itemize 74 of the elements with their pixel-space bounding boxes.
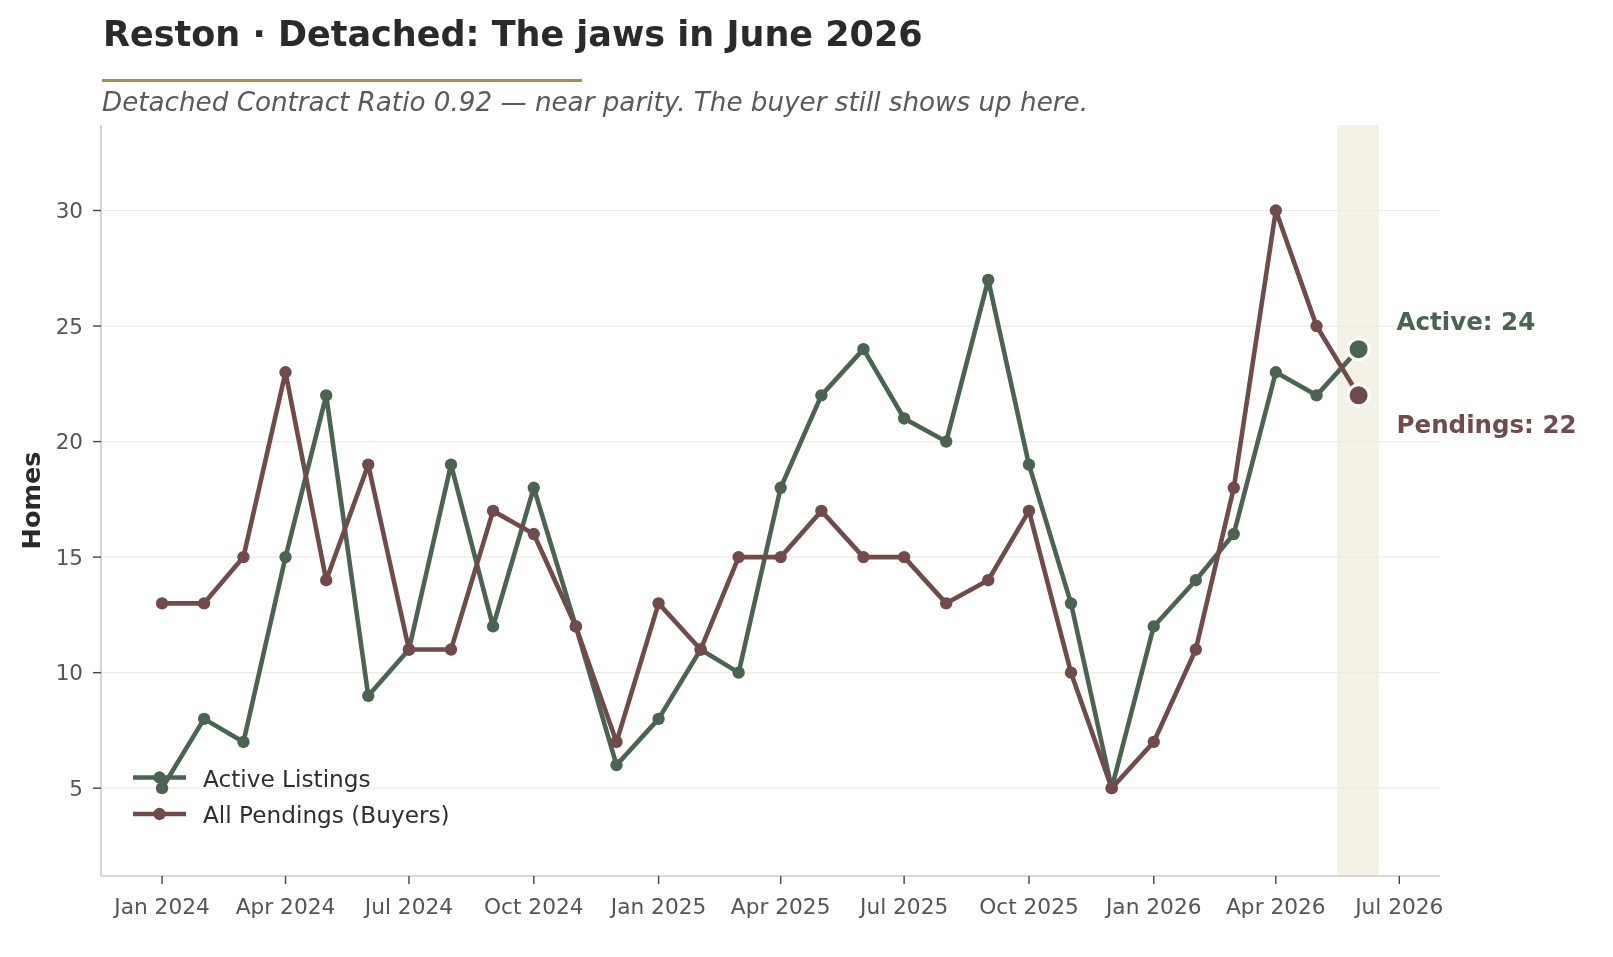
x-tick-label: Oct 2025: [979, 893, 1079, 919]
point: [857, 342, 870, 356]
point: [155, 597, 169, 610]
point: [197, 712, 211, 726]
y-tick-label: 10: [55, 660, 83, 686]
x-tick-label: Oct 2024: [483, 893, 584, 919]
y-tick-label: 25: [55, 313, 83, 339]
point: [940, 435, 953, 448]
annotation: Pendings: 22: [1396, 409, 1577, 439]
point: [486, 620, 500, 633]
point: [1189, 643, 1202, 656]
y-tick-label: 5: [69, 775, 83, 801]
x-tick-label: Jul 2026: [1353, 893, 1444, 919]
point: [320, 389, 333, 402]
point: [527, 481, 540, 494]
point: [279, 550, 292, 564]
point: [362, 689, 375, 702]
point: [815, 389, 828, 402]
x-tick-label: Apr 2024: [235, 893, 336, 919]
legend-label: All Pendings (Buyers): [203, 800, 450, 828]
point: [1227, 527, 1240, 541]
point: [732, 666, 745, 679]
point: [527, 527, 540, 541]
point: [897, 412, 911, 425]
point: [940, 597, 953, 610]
x-tick-label: Jan 2024: [112, 893, 210, 919]
point: [1022, 504, 1036, 518]
point: [897, 550, 911, 564]
legend-label: Active Listings: [203, 764, 371, 791]
chart-subtitle: Detached Contract Ratio 0.92 — near parity. The buyer still shows up here.: [102, 87, 1088, 117]
point: [320, 574, 333, 587]
point: [774, 550, 787, 564]
point: [1064, 666, 1078, 679]
point: [1064, 597, 1078, 610]
point: [362, 458, 375, 471]
point: [610, 758, 623, 772]
point: [155, 782, 169, 795]
point: [652, 597, 665, 610]
point: [1269, 204, 1283, 217]
point: [610, 735, 623, 749]
point: [982, 273, 995, 286]
point: [237, 550, 250, 564]
x-tick-label: Jan 2026: [1103, 893, 1202, 919]
x-tick-label: Apr 2025: [730, 893, 831, 919]
point: [237, 735, 250, 749]
point: [279, 366, 292, 379]
chart-title: Reston · Detached: The jaws in June 2026: [103, 14, 923, 54]
x-tick-label: Apr 2026: [1226, 893, 1326, 919]
point: [857, 550, 870, 564]
y-axis-title: Homes: [16, 451, 46, 550]
point: [1310, 319, 1323, 333]
annotation: Active: 24: [1396, 306, 1536, 336]
x-tick-label: Jul 2024: [362, 893, 454, 919]
point: [652, 712, 665, 726]
point: [1147, 735, 1160, 749]
x-tick-label: Jan 2025: [608, 893, 707, 919]
y-tick-label: 15: [55, 544, 83, 570]
point: [444, 643, 458, 656]
point: [486, 504, 500, 518]
point: [1022, 458, 1036, 471]
point: [1310, 389, 1323, 402]
point: [732, 550, 745, 564]
x-tick-label: Jul 2025: [858, 893, 949, 919]
y-tick-label: 20: [55, 429, 83, 455]
point: [1189, 574, 1202, 587]
point: [1269, 366, 1283, 379]
point: [774, 481, 787, 494]
point: [982, 574, 995, 587]
point: [815, 504, 828, 518]
y-tick-label: 30: [55, 198, 83, 223]
point: [444, 458, 458, 471]
point: [1227, 481, 1240, 494]
point: [197, 597, 211, 610]
point: [1147, 620, 1160, 633]
